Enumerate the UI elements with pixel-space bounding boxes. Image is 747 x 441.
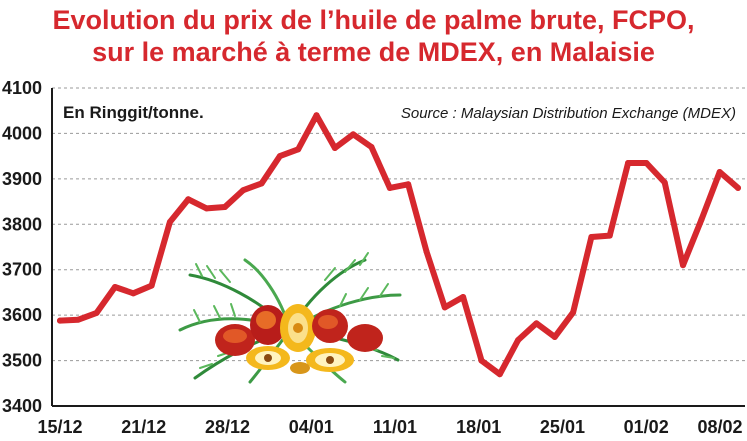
palm-fruits bbox=[215, 304, 383, 374]
palm-fruit-illustration bbox=[178, 252, 402, 384]
y-tick-label: 3600 bbox=[2, 305, 42, 325]
grid-lines bbox=[52, 87, 745, 362]
data-point bbox=[57, 317, 63, 324]
data-point bbox=[148, 282, 155, 289]
x-tick-label: 01/02 bbox=[624, 417, 669, 437]
y-tick-labels: 4100 4000 3900 3800 3700 3600 3500 3400 bbox=[2, 78, 42, 416]
data-point bbox=[75, 316, 82, 323]
x-tick-labels: 15/12 21/12 28/12 04/01 11/01 18/01 25/01 01/02… bbox=[37, 417, 742, 437]
data-point bbox=[643, 159, 650, 166]
data-point bbox=[588, 234, 595, 241]
data-point bbox=[533, 320, 540, 327]
data-point bbox=[295, 146, 302, 153]
source-label: Source : Malaysian Distribution Exchange… bbox=[401, 105, 736, 122]
data-point bbox=[698, 216, 705, 223]
data-point bbox=[386, 184, 393, 191]
data-point bbox=[130, 290, 137, 297]
data-point bbox=[606, 232, 613, 239]
data-point bbox=[551, 333, 558, 340]
data-point bbox=[93, 309, 100, 316]
data-point bbox=[478, 357, 485, 364]
data-point bbox=[240, 187, 247, 194]
data-point bbox=[735, 184, 741, 191]
data-point bbox=[441, 304, 448, 311]
y-tick-label: 3800 bbox=[2, 214, 42, 234]
data-point bbox=[496, 371, 503, 378]
y-tick-label: 3400 bbox=[2, 396, 42, 416]
chart-title-line1: Evolution du prix de l’huile de palme br… bbox=[52, 5, 695, 35]
x-tick-label: 21/12 bbox=[121, 417, 166, 437]
x-tick-label: 04/01 bbox=[289, 417, 334, 437]
data-point bbox=[423, 248, 430, 255]
data-point bbox=[460, 293, 467, 300]
data-point bbox=[350, 131, 357, 138]
y-tick-label: 3500 bbox=[2, 351, 42, 371]
data-point bbox=[331, 144, 338, 151]
unit-label: En Ringgit/tonne. bbox=[63, 103, 204, 122]
x-tick-label: 18/01 bbox=[456, 417, 501, 437]
x-tick-label: 28/12 bbox=[205, 417, 250, 437]
x-tick-label: 08/02 bbox=[697, 417, 742, 437]
data-point bbox=[368, 144, 375, 151]
axes bbox=[51, 88, 745, 407]
data-point bbox=[313, 112, 320, 119]
data-point bbox=[570, 309, 577, 316]
data-point bbox=[515, 337, 522, 344]
data-point bbox=[625, 159, 632, 166]
data-point bbox=[166, 219, 173, 226]
y-tick-label: 3900 bbox=[2, 169, 42, 189]
x-tick-label: 11/01 bbox=[373, 417, 417, 437]
data-point bbox=[258, 180, 265, 187]
y-tick-label: 4100 bbox=[2, 78, 42, 98]
chart-title-line2: sur le marché à terme de MDEX, en Malais… bbox=[92, 37, 655, 67]
data-point bbox=[221, 204, 228, 211]
data-point bbox=[405, 181, 412, 188]
data-points bbox=[57, 112, 741, 378]
data-point bbox=[185, 196, 192, 203]
data-point bbox=[661, 179, 668, 186]
data-point bbox=[203, 205, 210, 212]
y-tick-label: 4000 bbox=[2, 123, 42, 143]
data-point bbox=[276, 153, 283, 160]
x-tick-label: 15/12 bbox=[37, 417, 82, 437]
y-tick-label: 3700 bbox=[2, 260, 42, 280]
chart-title: Evolution du prix de l’huile de palme br… bbox=[0, 4, 747, 68]
price-series-line bbox=[57, 112, 741, 378]
data-point bbox=[716, 169, 723, 176]
data-point bbox=[680, 262, 687, 269]
data-point bbox=[111, 283, 118, 290]
x-tick-label: 25/01 bbox=[540, 417, 585, 437]
